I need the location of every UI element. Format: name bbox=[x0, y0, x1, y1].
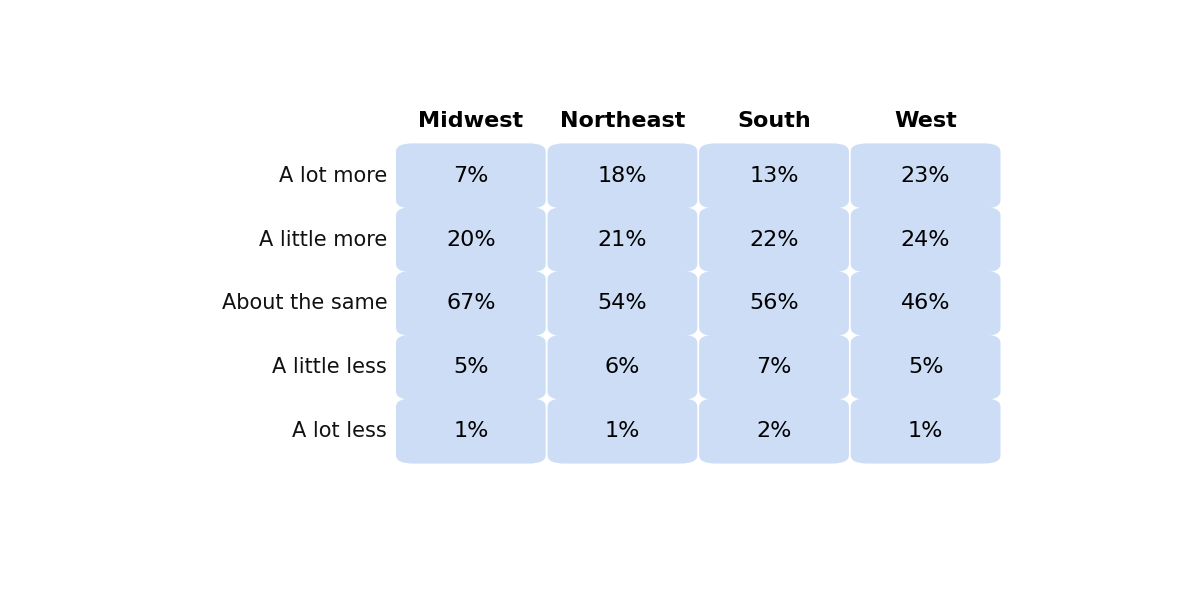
Text: 56%: 56% bbox=[749, 293, 799, 313]
FancyBboxPatch shape bbox=[547, 398, 697, 464]
FancyBboxPatch shape bbox=[851, 271, 1001, 336]
FancyBboxPatch shape bbox=[547, 271, 697, 336]
FancyBboxPatch shape bbox=[547, 143, 697, 209]
Text: 21%: 21% bbox=[598, 230, 647, 250]
Text: West: West bbox=[894, 110, 956, 131]
Text: 5%: 5% bbox=[908, 357, 943, 377]
Text: 54%: 54% bbox=[598, 293, 647, 313]
Text: 1%: 1% bbox=[605, 421, 640, 441]
Text: Midwest: Midwest bbox=[419, 110, 523, 131]
Text: Northeast: Northeast bbox=[559, 110, 685, 131]
Text: About the same: About the same bbox=[222, 293, 388, 313]
Text: South: South bbox=[737, 110, 811, 131]
Text: 5%: 5% bbox=[454, 357, 488, 377]
FancyBboxPatch shape bbox=[396, 335, 546, 400]
FancyBboxPatch shape bbox=[700, 143, 848, 209]
FancyBboxPatch shape bbox=[700, 398, 848, 464]
FancyBboxPatch shape bbox=[851, 207, 1001, 272]
FancyBboxPatch shape bbox=[700, 271, 848, 336]
FancyBboxPatch shape bbox=[851, 143, 1001, 209]
Text: 22%: 22% bbox=[749, 230, 799, 250]
FancyBboxPatch shape bbox=[396, 271, 546, 336]
Text: 67%: 67% bbox=[446, 293, 496, 313]
FancyBboxPatch shape bbox=[547, 207, 697, 272]
Text: 2%: 2% bbox=[756, 421, 792, 441]
Text: 1%: 1% bbox=[908, 421, 943, 441]
FancyBboxPatch shape bbox=[396, 398, 546, 464]
Text: 18%: 18% bbox=[598, 166, 647, 186]
FancyBboxPatch shape bbox=[700, 335, 848, 400]
Text: 7%: 7% bbox=[756, 357, 792, 377]
Text: A little less: A little less bbox=[272, 357, 388, 377]
FancyBboxPatch shape bbox=[396, 207, 546, 272]
Text: 20%: 20% bbox=[446, 230, 496, 250]
FancyBboxPatch shape bbox=[396, 143, 546, 209]
FancyBboxPatch shape bbox=[851, 398, 1001, 464]
Text: 7%: 7% bbox=[454, 166, 488, 186]
Text: 1%: 1% bbox=[454, 421, 488, 441]
FancyBboxPatch shape bbox=[547, 335, 697, 400]
Text: 6%: 6% bbox=[605, 357, 640, 377]
Text: 13%: 13% bbox=[749, 166, 799, 186]
Text: A lot less: A lot less bbox=[293, 421, 388, 441]
Text: 23%: 23% bbox=[901, 166, 950, 186]
Text: 24%: 24% bbox=[901, 230, 950, 250]
FancyBboxPatch shape bbox=[700, 207, 848, 272]
FancyBboxPatch shape bbox=[851, 335, 1001, 400]
Text: 46%: 46% bbox=[901, 293, 950, 313]
Text: A lot more: A lot more bbox=[278, 166, 388, 186]
Text: A little more: A little more bbox=[259, 230, 388, 250]
